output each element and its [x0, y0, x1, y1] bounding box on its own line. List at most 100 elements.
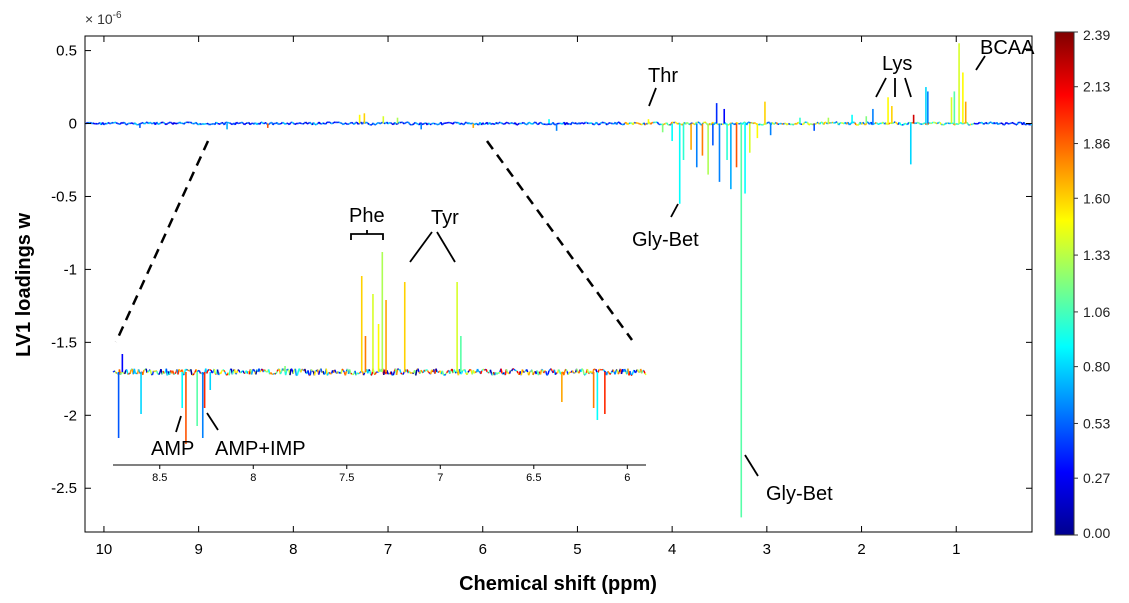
- baseline-segment: [716, 122, 719, 126]
- baseline-segment: [342, 122, 346, 126]
- baseline-segment: [196, 123, 200, 126]
- x-tick-label: 7: [384, 541, 392, 558]
- baseline-segment: [571, 121, 574, 124]
- baseline-segment: [312, 122, 316, 125]
- inset-baseline-segment: [153, 370, 156, 373]
- baseline-segment: [608, 122, 611, 125]
- inset-baseline-segment: [631, 371, 634, 376]
- inset-baseline-segment: [296, 370, 300, 376]
- inset-baseline-segment: [466, 372, 469, 376]
- baseline-segment: [1003, 123, 1006, 126]
- y-axis-ticks: 0.5 0 -0.5 -1 -1.5 -2 -2.5: [51, 43, 1032, 497]
- bcaa-leader: [975, 55, 986, 71]
- baseline-segment: [591, 122, 595, 126]
- baseline-segment: [951, 122, 954, 125]
- baseline-segment: [391, 123, 394, 126]
- baseline-segment: [365, 121, 369, 124]
- inset-baseline-segment: [634, 370, 638, 374]
- baseline-segment: [497, 122, 500, 125]
- baseline-segment: [854, 122, 857, 126]
- baseline-segment: [952, 123, 956, 126]
- baseline-segment: [629, 121, 632, 125]
- inset-x-tick-label: 7.5: [339, 472, 354, 484]
- baseline-segment: [521, 121, 524, 125]
- baseline-segment: [1016, 121, 1020, 126]
- inset-baseline-segment: [368, 369, 371, 372]
- baseline-segment: [368, 123, 371, 126]
- inset-baseline-segment: [350, 372, 353, 375]
- baseline-segment: [506, 121, 509, 124]
- annotation-lys: Lys: [882, 53, 912, 75]
- baseline-segment: [252, 122, 255, 125]
- baseline-segment: [735, 121, 738, 125]
- baseline-segment: [888, 122, 891, 125]
- inset-baseline-segment: [586, 368, 590, 374]
- inset-baseline-segment: [571, 370, 575, 374]
- baseline-segment: [462, 123, 465, 126]
- baseline-segment: [508, 122, 511, 125]
- baseline-segment: [499, 121, 503, 124]
- inset-x-tick-label: 6: [624, 472, 630, 484]
- baseline-segment: [917, 121, 921, 125]
- baseline-segment: [814, 122, 818, 125]
- inset-baseline-segment: [196, 370, 199, 373]
- baseline-segment: [390, 122, 393, 125]
- inset-baseline-segment: [641, 370, 644, 374]
- inset-baseline-segment: [328, 371, 332, 375]
- baseline-segment: [547, 123, 550, 126]
- baseline-segment: [808, 123, 811, 126]
- inset-baseline-segment: [124, 370, 127, 375]
- inset-baseline-segment: [489, 369, 493, 374]
- inset-baseline-segment: [112, 370, 115, 373]
- baseline-segment: [595, 121, 599, 125]
- baseline-segment: [375, 122, 378, 126]
- inset-baseline-segment: [603, 370, 607, 373]
- baseline-segment: [428, 122, 431, 126]
- inset-baseline-segment: [133, 368, 137, 374]
- inset-baseline-segment: [374, 371, 377, 375]
- lys-leader-3: [904, 77, 912, 98]
- baseline-segment: [432, 122, 435, 125]
- baseline-segment: [702, 121, 706, 124]
- inset-baseline-segment: [496, 372, 499, 375]
- baseline-segment: [574, 122, 577, 125]
- inset-baseline-segment: [597, 369, 600, 373]
- inset-baseline-segment: [318, 370, 321, 375]
- inset-baseline-segment: [174, 372, 177, 375]
- baseline-segment: [91, 122, 94, 125]
- baseline-segment: [240, 121, 243, 124]
- annotation-phe: Phe: [349, 205, 385, 227]
- inset-baseline-segment: [192, 373, 195, 376]
- baseline-segment: [748, 121, 751, 124]
- x-tick-label: 4: [668, 541, 676, 558]
- baseline-segment: [586, 122, 589, 125]
- baseline-segment: [524, 122, 527, 126]
- baseline-segment: [309, 121, 312, 124]
- baseline-segment: [886, 123, 889, 126]
- baseline-segment: [338, 121, 342, 124]
- inset-baseline-segment: [182, 373, 185, 376]
- baseline-segment: [298, 122, 301, 125]
- baseline-segment: [468, 122, 472, 125]
- inset-baseline-segment: [351, 373, 354, 376]
- baseline-segment: [107, 121, 110, 125]
- baseline-segment: [198, 122, 201, 126]
- baseline-segment: [162, 121, 166, 125]
- baseline-segment: [741, 121, 745, 125]
- inset-baseline-segment: [415, 369, 418, 376]
- baseline-segment: [992, 121, 995, 125]
- baseline-segment: [165, 122, 169, 126]
- inset-baseline-segment: [264, 370, 268, 373]
- inset-baseline-segment: [206, 370, 209, 374]
- inset-baseline-segment: [523, 371, 525, 373]
- y-tick-label: -2.5: [51, 480, 77, 497]
- baseline-segment: [345, 122, 348, 126]
- colorbar-tick-label: 0.80: [1083, 359, 1110, 375]
- baseline-segment: [134, 122, 138, 126]
- inset-baseline-segment: [400, 372, 403, 375]
- baseline-segment: [936, 121, 940, 125]
- baseline-segment: [825, 122, 829, 125]
- baseline-segment: [597, 123, 600, 126]
- inset-baseline-segment: [460, 370, 464, 374]
- inset-baseline-segment: [548, 369, 551, 372]
